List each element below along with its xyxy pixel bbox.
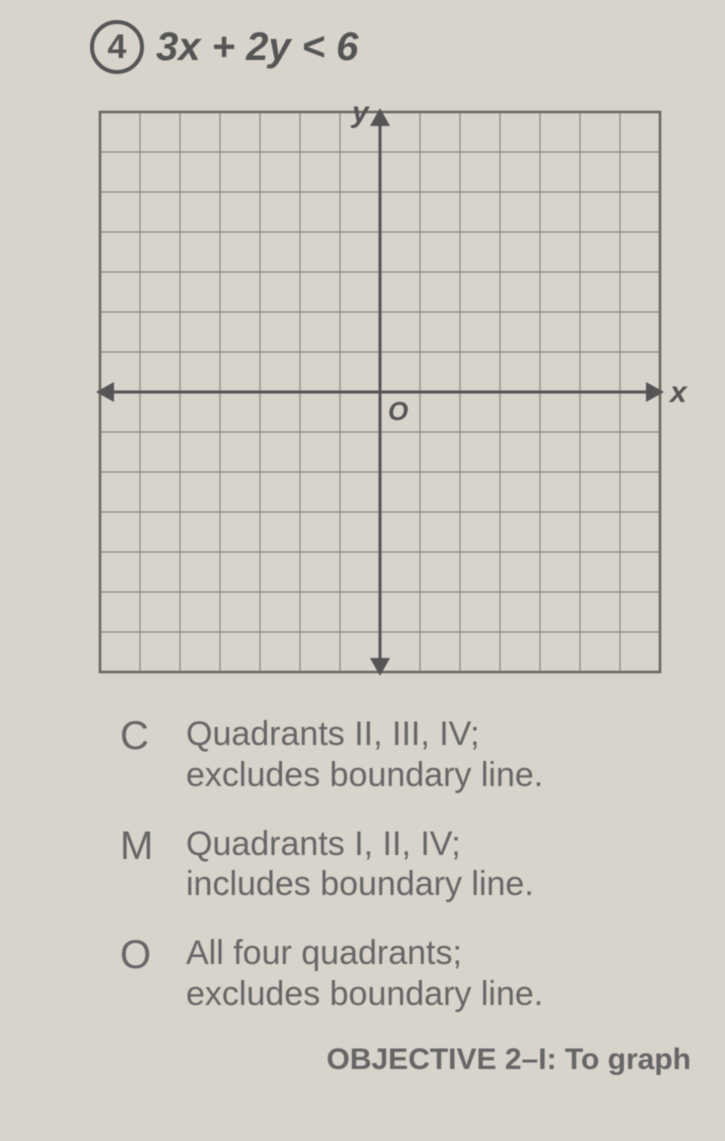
option-text: Quadrants II, III, IV;excludes boundary … [186, 714, 543, 796]
svg-text:y: y [350, 96, 370, 129]
page-footer: OBJECTIVE 2–I: To graph [30, 1043, 695, 1077]
option-letter: M [120, 824, 160, 906]
option-text: All four quadrants;excludes boundary lin… [186, 933, 543, 1015]
question-header: 4 3x + 2y < 6 [90, 20, 695, 74]
question-number-circle: 4 [90, 20, 144, 74]
inequality-expression: 3x + 2y < 6 [156, 25, 358, 70]
answer-option[interactable]: M Quadrants I, II, IV;includes boundary l… [120, 824, 695, 906]
svg-text:x: x [668, 376, 688, 409]
svg-text:O: O [388, 396, 408, 426]
grid-svg: y x O [70, 82, 690, 702]
question-number: 4 [108, 28, 127, 67]
answer-option[interactable]: C Quadrants II, III, IV;excludes boundary… [120, 714, 695, 796]
option-letter: O [120, 933, 160, 1015]
answer-options: C Quadrants II, III, IV;excludes boundary… [120, 714, 695, 1015]
option-text: Quadrants I, II, IV;includes boundary li… [186, 824, 534, 906]
option-letter: C [120, 714, 160, 796]
coordinate-grid: y x O [70, 82, 695, 702]
answer-option[interactable]: O All four quadrants;excludes boundary li… [120, 933, 695, 1015]
